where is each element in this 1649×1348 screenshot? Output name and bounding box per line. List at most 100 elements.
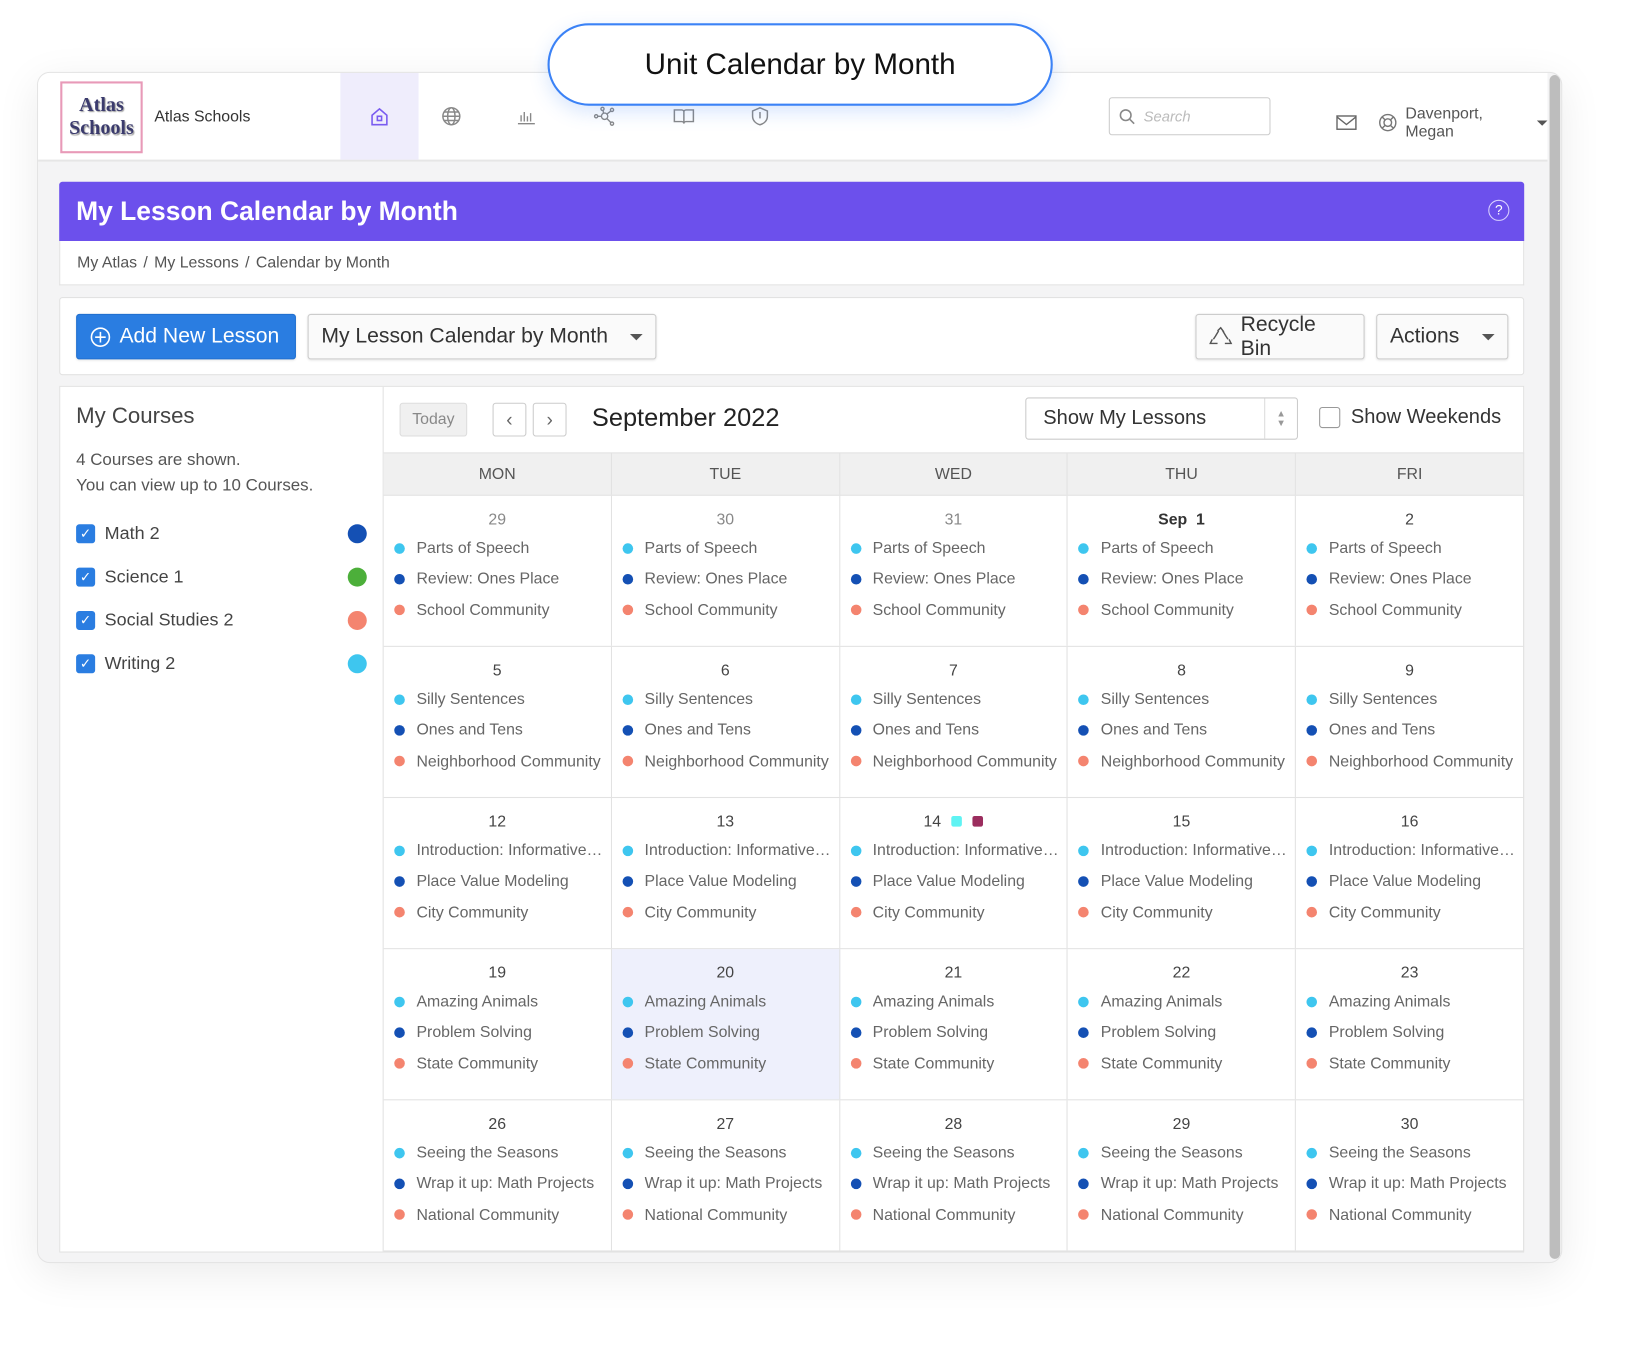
lesson-item[interactable]: School Community	[612, 595, 839, 626]
day-cell[interactable]: 8 Silly Sentences Ones and Tens Neighborhoo…	[1068, 646, 1297, 797]
lesson-item[interactable]: Parts of Speech	[612, 533, 839, 564]
lesson-item[interactable]: Ones and Tens	[1296, 715, 1523, 746]
nav-security[interactable]	[721, 73, 799, 160]
lesson-item[interactable]: Silly Sentences	[1296, 684, 1523, 715]
prev-month-button[interactable]: ‹	[492, 402, 527, 437]
day-cell[interactable]: 30 Parts of Speech Review: Ones Place Schoo…	[612, 495, 840, 646]
lesson-item[interactable]: Review: Ones Place	[384, 564, 611, 595]
lesson-item[interactable]: School Community	[840, 595, 1067, 626]
day-cell[interactable]: 29 Parts of Speech Review: Ones Place Schoo…	[384, 495, 612, 646]
today-button[interactable]: Today	[399, 402, 468, 437]
day-cell[interactable]: 6 Silly Sentences Ones and Tens Neighborhoo…	[612, 646, 840, 797]
lesson-item[interactable]: Introduction: Informative Writing	[1296, 835, 1523, 866]
show-weekends-toggle[interactable]: Show Weekends	[1319, 406, 1501, 429]
nav-globe[interactable]	[412, 73, 490, 160]
lesson-item[interactable]: National Community	[1296, 1199, 1523, 1230]
lesson-item[interactable]: Place Value Modeling	[840, 866, 1067, 897]
help-icon[interactable]: ?	[1488, 199, 1510, 221]
day-cell[interactable]: 14 Introduction: Informative Writing Place…	[840, 798, 1068, 949]
lesson-item[interactable]: Parts of Speech	[1296, 533, 1523, 564]
lesson-item[interactable]: National Community	[384, 1199, 611, 1230]
lesson-item[interactable]: Silly Sentences	[840, 684, 1067, 715]
breadcrumb-my-lessons[interactable]: My Lessons	[154, 253, 239, 272]
lesson-item[interactable]: Ones and Tens	[384, 715, 611, 746]
event-marker[interactable]	[951, 816, 963, 827]
lesson-item[interactable]: Introduction: Informative Writing	[840, 835, 1067, 866]
lesson-item[interactable]: City Community	[384, 897, 611, 928]
lesson-item[interactable]: Seeing the Seasons	[1296, 1137, 1523, 1168]
lesson-item[interactable]: Place Value Modeling	[384, 866, 611, 897]
course-checkbox[interactable]: ✓	[76, 567, 96, 587]
day-cell[interactable]: 5 Silly Sentences Ones and Tens Neighborhoo…	[384, 646, 612, 797]
day-cell[interactable]: 31 Parts of Speech Review: Ones Place Schoo…	[840, 495, 1068, 646]
lesson-item[interactable]: Neighborhood Community	[840, 746, 1067, 777]
day-cell[interactable]: 26 Seeing the Seasons Wrap it up: Math Pro…	[384, 1100, 612, 1251]
recycle-bin-button[interactable]: Recycle Bin	[1195, 312, 1365, 360]
scrollbar[interactable]	[1549, 75, 1561, 1259]
lesson-item[interactable]: Amazing Animals	[384, 986, 611, 1017]
lesson-item[interactable]: National Community	[840, 1199, 1067, 1230]
lesson-item[interactable]: Review: Ones Place	[612, 564, 839, 595]
lesson-item[interactable]: Amazing Animals	[840, 986, 1067, 1017]
lesson-item[interactable]: Introduction: Informative Writing	[1068, 835, 1295, 866]
lesson-item[interactable]: Problem Solving	[840, 1017, 1067, 1048]
lesson-item[interactable]: Silly Sentences	[612, 684, 839, 715]
course-checkbox[interactable]: ✓	[76, 653, 96, 673]
lesson-item[interactable]: Seeing the Seasons	[384, 1137, 611, 1168]
breadcrumb-my-atlas[interactable]: My Atlas	[77, 253, 138, 272]
lesson-item[interactable]: Wrap it up: Math Projects	[384, 1168, 611, 1199]
lesson-item[interactable]: Place Value Modeling	[612, 866, 839, 897]
lesson-item[interactable]: Introduction: Informative Writing	[612, 835, 839, 866]
lesson-item[interactable]: Silly Sentences	[384, 684, 611, 715]
lesson-item[interactable]: Seeing the Seasons	[840, 1137, 1067, 1168]
lesson-item[interactable]: State Community	[384, 1048, 611, 1079]
lesson-item[interactable]: Amazing Animals	[1296, 986, 1523, 1017]
course-item[interactable]: ✓ Math 2	[76, 512, 367, 555]
lesson-item[interactable]: State Community	[612, 1048, 839, 1079]
lesson-item[interactable]: Problem Solving	[384, 1017, 611, 1048]
lesson-item[interactable]: State Community	[1296, 1048, 1523, 1079]
nav-library[interactable]	[645, 73, 723, 160]
school-logo[interactable]: Atlas Schools	[60, 81, 143, 154]
lesson-item[interactable]: Seeing the Seasons	[1068, 1137, 1295, 1168]
day-cell[interactable]: Sep 1 Parts of Speech Review: Ones Place Sc…	[1068, 495, 1297, 646]
day-cell[interactable]: 9 Silly Sentences Ones and Tens Neighborhoo…	[1296, 646, 1525, 797]
lesson-item[interactable]: School Community	[1296, 595, 1523, 626]
day-cell[interactable]: 23 Amazing Animals Problem Solving State Co…	[1296, 949, 1525, 1100]
nav-reports[interactable]	[487, 73, 565, 160]
course-checkbox[interactable]: ✓	[76, 610, 96, 630]
lesson-filter-select[interactable]: Show My Lessons ▲ ▼	[1025, 397, 1298, 440]
lesson-item[interactable]: State Community	[1068, 1048, 1295, 1079]
lesson-item[interactable]: National Community	[612, 1199, 839, 1230]
day-cell[interactable]: 30 Seeing the Seasons Wrap it up: Math Pro…	[1296, 1100, 1525, 1251]
lesson-item[interactable]: Ones and Tens	[840, 715, 1067, 746]
lesson-item[interactable]: Wrap it up: Math Projects	[1068, 1168, 1295, 1199]
lesson-item[interactable]: City Community	[840, 897, 1067, 928]
day-cell[interactable]: 7 Silly Sentences Ones and Tens Neighborhoo…	[840, 646, 1068, 797]
add-new-lesson-button[interactable]: Add New Lesson	[76, 313, 296, 360]
course-item[interactable]: ✓ Writing 2	[76, 642, 367, 685]
lesson-item[interactable]: Problem Solving	[1296, 1017, 1523, 1048]
lesson-item[interactable]: Review: Ones Place	[840, 564, 1067, 595]
lesson-item[interactable]: Neighborhood Community	[1068, 746, 1295, 777]
lesson-item[interactable]: City Community	[1296, 897, 1523, 928]
lesson-item[interactable]: Parts of Speech	[1068, 533, 1295, 564]
lesson-item[interactable]: Review: Ones Place	[1296, 564, 1523, 595]
lesson-item[interactable]: Introduction: Informative Writing	[384, 835, 611, 866]
lesson-item[interactable]: City Community	[1068, 897, 1295, 928]
lesson-item[interactable]: Parts of Speech	[384, 533, 611, 564]
day-cell[interactable]: 15 Introduction: Informative Writing Place…	[1068, 798, 1297, 949]
lesson-item[interactable]: School Community	[384, 595, 611, 626]
lesson-item[interactable]: Place Value Modeling	[1296, 866, 1523, 897]
day-cell[interactable]: 28 Seeing the Seasons Wrap it up: Math Pro…	[840, 1100, 1068, 1251]
nav-network[interactable]	[565, 73, 643, 160]
lesson-item[interactable]: Problem Solving	[1068, 1017, 1295, 1048]
scrollbar-thumb[interactable]	[1549, 75, 1561, 1259]
lesson-item[interactable]: Neighborhood Community	[612, 746, 839, 777]
lesson-item[interactable]: Parts of Speech	[840, 533, 1067, 564]
lesson-item[interactable]: Wrap it up: Math Projects	[1296, 1168, 1523, 1199]
day-cell[interactable]: 20 Amazing Animals Problem Solving State Co…	[611, 949, 840, 1100]
day-cell[interactable]: 27 Seeing the Seasons Wrap it up: Math Pro…	[612, 1100, 840, 1251]
lesson-item[interactable]: Ones and Tens	[612, 715, 839, 746]
nav-home[interactable]	[340, 72, 419, 160]
